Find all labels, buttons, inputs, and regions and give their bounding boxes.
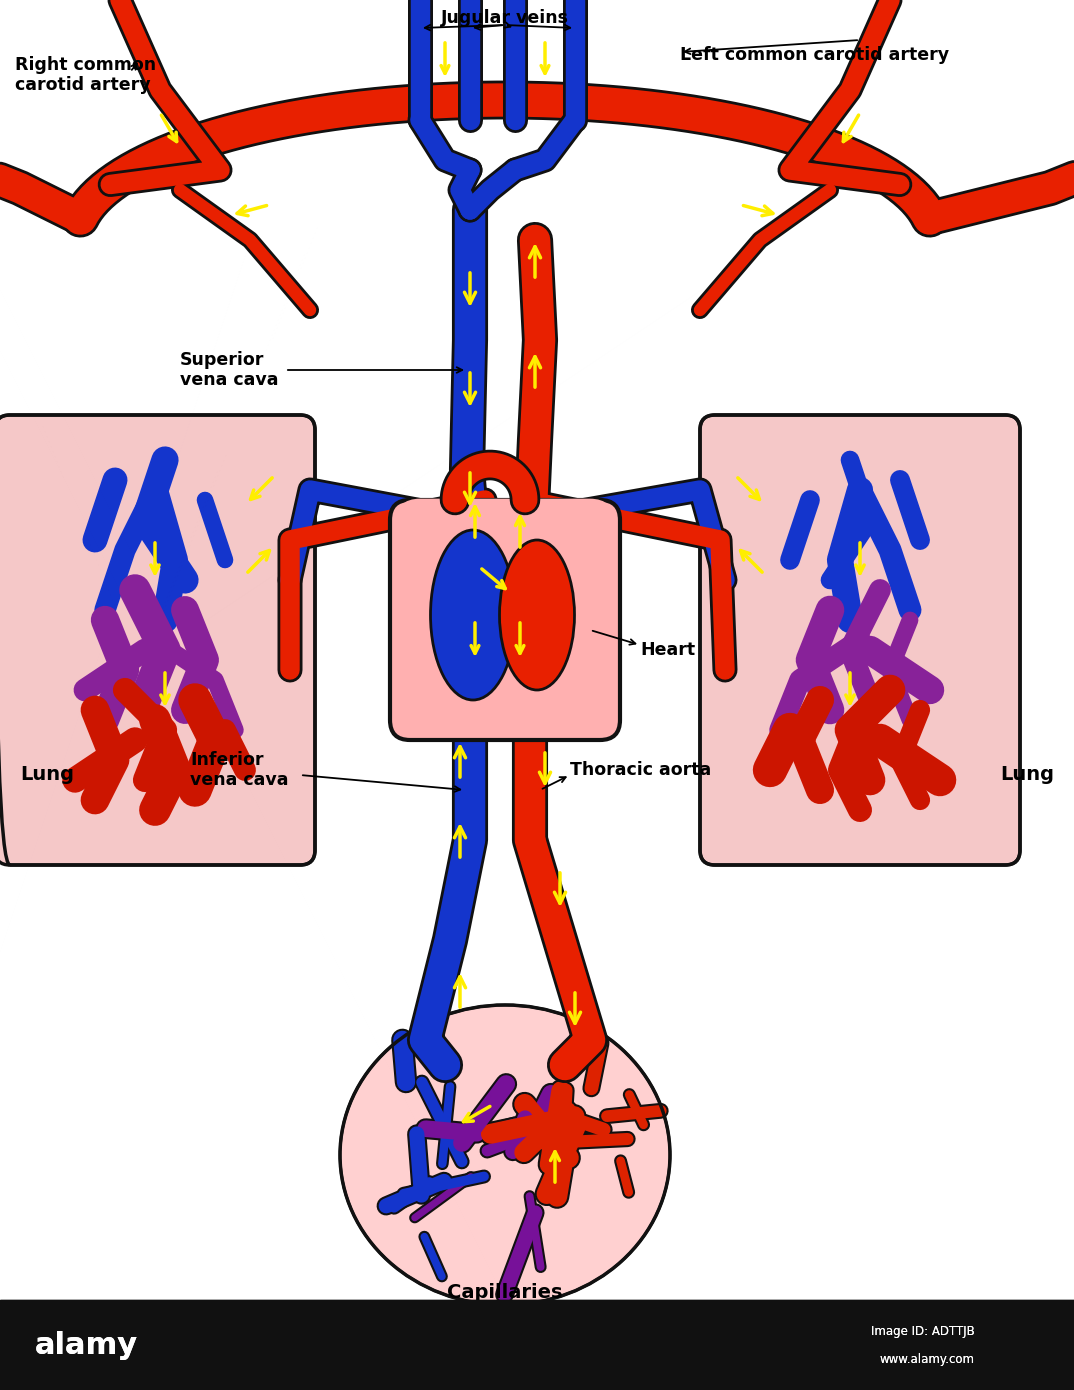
Text: Left common carotid artery: Left common carotid artery [680,46,949,64]
Ellipse shape [499,539,575,689]
Text: Inferior
vena cava: Inferior vena cava [190,751,289,790]
Text: alamy: alamy [35,1330,139,1359]
Text: Right common
carotid artery: Right common carotid artery [15,56,156,95]
Text: Capillaries: Capillaries [447,1283,563,1301]
Ellipse shape [340,1005,670,1305]
Text: Superior
vena cava: Superior vena cava [180,350,278,389]
Text: www.alamy.com: www.alamy.com [880,1354,975,1366]
Text: Heart: Heart [640,641,695,659]
Ellipse shape [431,530,516,701]
Text: Jugular veins: Jugular veins [441,8,569,26]
Text: alamy: alamy [35,1330,139,1359]
Text: Lung: Lung [1000,766,1054,784]
FancyBboxPatch shape [0,416,315,865]
Text: Thoracic aorta: Thoracic aorta [570,760,711,778]
FancyBboxPatch shape [390,500,620,739]
Text: Image ID: ADTTJB: Image ID: ADTTJB [871,1326,975,1339]
FancyBboxPatch shape [700,416,1020,865]
Bar [0,1300,1074,1390]
Bar [0,1300,1074,1390]
Text: Lung: Lung [20,766,74,784]
Text: www.alamy.com: www.alamy.com [880,1354,975,1366]
Text: Image ID: ADTTJB: Image ID: ADTTJB [871,1326,975,1339]
